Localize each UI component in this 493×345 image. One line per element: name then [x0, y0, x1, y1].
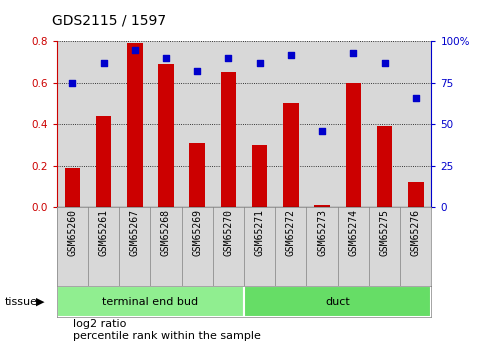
Point: [350, 50, 357, 56]
Text: terminal end bud: terminal end bud: [103, 297, 198, 307]
Bar: [57, 286, 244, 317]
Point: [287, 52, 295, 57]
Text: GSM65276: GSM65276: [411, 209, 421, 256]
Text: GSM65260: GSM65260: [68, 209, 77, 256]
Text: GSM65271: GSM65271: [255, 209, 265, 256]
Bar: [283, 104, 299, 207]
Bar: [189, 143, 205, 207]
Text: GSM65272: GSM65272: [286, 209, 296, 256]
Point: [256, 60, 264, 66]
Point: [224, 55, 232, 61]
Bar: [221, 72, 236, 207]
Bar: [127, 43, 142, 207]
Text: GSM65275: GSM65275: [380, 209, 389, 256]
Text: tissue: tissue: [5, 297, 38, 307]
Text: GDS2115 / 1597: GDS2115 / 1597: [52, 14, 166, 28]
Point: [162, 55, 170, 61]
Text: ▶: ▶: [35, 297, 44, 307]
Text: percentile rank within the sample: percentile rank within the sample: [73, 331, 261, 341]
Bar: [252, 145, 267, 207]
Text: GSM65273: GSM65273: [317, 209, 327, 256]
Text: GSM65270: GSM65270: [223, 209, 233, 256]
Bar: [96, 116, 111, 207]
Point: [318, 128, 326, 134]
Text: GSM65268: GSM65268: [161, 209, 171, 256]
Bar: [346, 83, 361, 207]
Bar: [377, 126, 392, 207]
Point: [193, 68, 201, 74]
Bar: [408, 182, 423, 207]
Text: GSM65269: GSM65269: [192, 209, 202, 256]
Bar: [244, 286, 431, 317]
Text: GSM65267: GSM65267: [130, 209, 140, 256]
Text: GSM65274: GSM65274: [349, 209, 358, 256]
Text: GSM65261: GSM65261: [99, 209, 108, 256]
Bar: [65, 168, 80, 207]
Bar: [158, 64, 174, 207]
Point: [131, 47, 139, 52]
Text: duct: duct: [325, 297, 350, 307]
Bar: [315, 205, 330, 207]
Point: [69, 80, 76, 86]
Point: [381, 60, 388, 66]
Point: [412, 95, 420, 100]
Text: log2 ratio: log2 ratio: [73, 319, 126, 328]
Point: [100, 60, 107, 66]
